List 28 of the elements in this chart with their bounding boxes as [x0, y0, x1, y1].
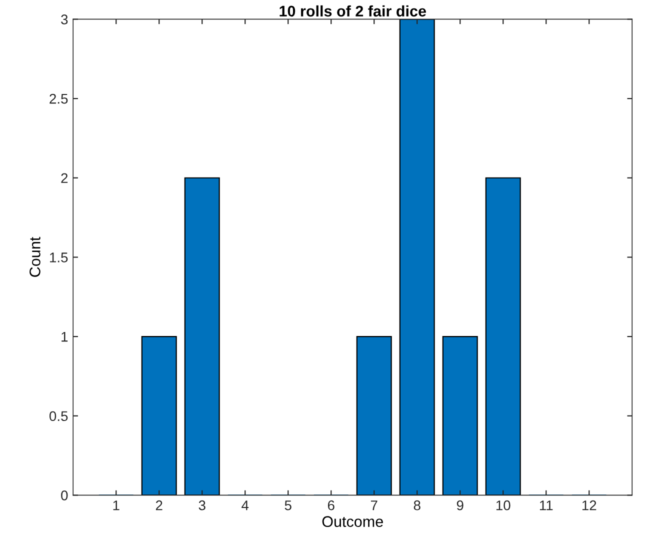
- x-tick-label: 10: [496, 500, 510, 510]
- bar: [399, 19, 435, 496]
- y-tick-label: 0: [61, 490, 68, 500]
- x-tick-label: 6: [328, 500, 334, 510]
- y-tick-label: 0.5: [49, 411, 68, 422]
- x-axis-title: Outcome: [322, 516, 383, 528]
- y-axis-title: Count: [30, 236, 40, 277]
- x-tick-label: 5: [284, 500, 292, 510]
- x-tick-label: 2: [156, 500, 162, 510]
- x-tick-label: 12: [582, 500, 596, 510]
- x-tick-label: 4: [242, 500, 249, 510]
- chart-title: 10 rolls of 2 fair dice: [280, 5, 426, 17]
- y-tick-label: 1: [62, 332, 68, 342]
- x-tick-label: 9: [456, 500, 464, 510]
- bar: [356, 336, 392, 496]
- y-tick-label: 1.5: [50, 252, 68, 262]
- bar: [184, 177, 220, 496]
- bar: [141, 336, 177, 496]
- y-tick-label: 2: [61, 173, 68, 183]
- y-tick-label: 3: [61, 14, 68, 24]
- x-tick-label: 3: [198, 500, 206, 510]
- x-tick-label: 7: [370, 500, 378, 510]
- x-tick-label: 1: [113, 500, 120, 510]
- bar: [485, 177, 521, 496]
- bar: [442, 336, 478, 496]
- x-tick-label: 11: [540, 500, 553, 510]
- x-tick-label: 8: [414, 500, 420, 510]
- y-tick-label: 2.5: [50, 94, 68, 104]
